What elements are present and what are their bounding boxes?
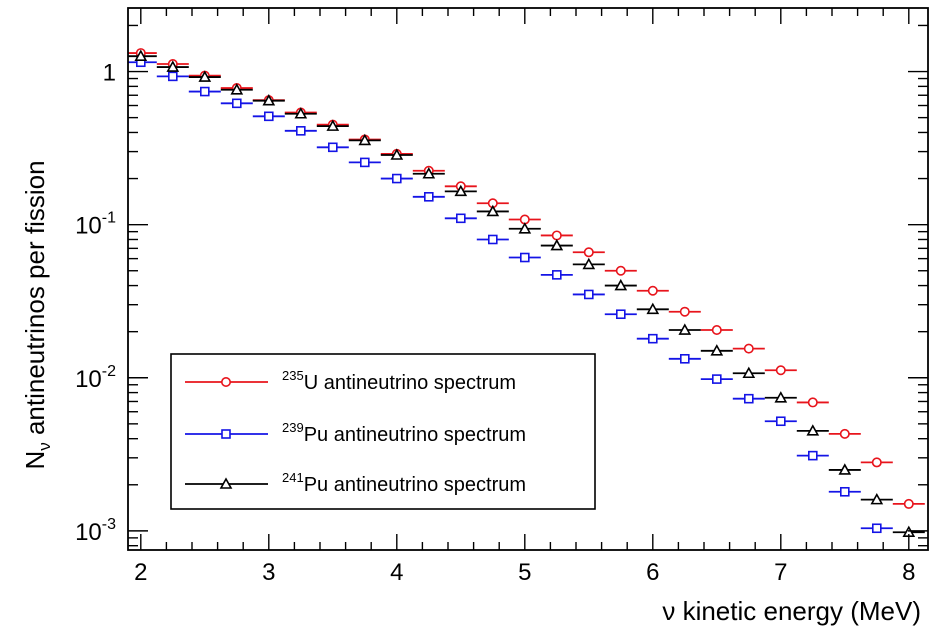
data-point — [742, 366, 756, 379]
legend: 235U antineutrino spectrum 239Pu antineu… — [170, 353, 596, 510]
legend-marker-circle — [221, 376, 232, 387]
legend-entry-235u: 235U antineutrino spectrum — [185, 368, 516, 394]
data-point — [294, 107, 308, 119]
data-point — [646, 302, 660, 315]
x-tick-label: 8 — [902, 559, 915, 586]
x-tick-label: 3 — [262, 559, 275, 586]
data-point — [775, 416, 786, 427]
data-point — [550, 238, 564, 251]
data-point — [487, 234, 498, 245]
axes-frame — [127, 7, 929, 551]
data-point — [774, 391, 788, 403]
data-point — [806, 424, 820, 436]
data-point — [710, 344, 724, 356]
data-point — [326, 119, 340, 131]
y-tick-label: 10-2 — [75, 363, 116, 393]
series-square — [128, 57, 893, 534]
data-point — [295, 126, 306, 136]
data-point — [390, 148, 404, 160]
data-point — [678, 323, 692, 335]
data-point — [583, 247, 594, 258]
data-point — [807, 450, 818, 461]
data-point — [230, 83, 244, 95]
data-point — [518, 222, 532, 234]
data-point — [711, 374, 722, 384]
data-point — [486, 204, 500, 217]
data-point — [359, 157, 370, 168]
data-point — [232, 98, 242, 109]
data-point — [519, 252, 530, 263]
y-tick-label: 10-3 — [75, 516, 116, 546]
y-tick-label: 1 — [103, 60, 116, 87]
legend-label-235u: 235U antineutrino spectrum — [282, 368, 516, 394]
legend-marker-triangle — [219, 477, 233, 489]
data-point — [839, 486, 850, 497]
data-point — [711, 325, 722, 336]
y-axis-title: Nν antineutrinos per fission — [20, 160, 54, 469]
data-point — [582, 257, 596, 270]
plot-area — [128, 48, 925, 538]
data-point — [551, 230, 562, 241]
legend-entry-239pu: 239Pu antineutrino spectrum — [185, 420, 526, 446]
data-point — [168, 71, 178, 82]
data-point — [743, 393, 754, 404]
data-point — [358, 133, 372, 146]
data-point — [679, 353, 690, 364]
x-tick-label: 4 — [390, 559, 403, 586]
x-tick-label: 7 — [774, 559, 787, 586]
x-axis-title: ν kinetic energy (MeV) — [662, 596, 921, 626]
data-point — [198, 70, 212, 82]
data-point — [455, 213, 466, 224]
data-point — [263, 111, 274, 122]
plot-frame — [127, 7, 929, 551]
legend-label-241pu: 241Pu antineutrino spectrum — [282, 470, 526, 496]
data-point — [423, 192, 434, 202]
data-point — [647, 285, 658, 296]
x-tick-label: 2 — [134, 559, 147, 586]
data-point — [839, 428, 850, 439]
data-point — [871, 457, 882, 468]
x-tick-label: 6 — [646, 559, 659, 586]
data-point — [807, 397, 818, 408]
data-point — [679, 306, 690, 317]
data-point — [871, 523, 882, 534]
data-point — [615, 265, 626, 276]
data-point — [870, 492, 884, 505]
data-point — [775, 365, 786, 376]
data-point — [615, 309, 626, 320]
legend-marker-square — [221, 429, 231, 439]
data-point — [200, 86, 210, 97]
data-point — [391, 173, 402, 184]
data-point — [454, 184, 468, 197]
data-point — [327, 142, 338, 153]
data-point — [422, 167, 436, 179]
data-point — [583, 289, 594, 300]
legend-entry-241pu: 241Pu antineutrino spectrum — [185, 470, 526, 496]
data-point — [166, 60, 180, 72]
data-point — [134, 49, 148, 61]
data-point — [614, 278, 628, 291]
data-point — [647, 333, 658, 344]
data-point — [551, 270, 562, 280]
series-triangle — [128, 49, 925, 538]
data-point — [262, 94, 276, 106]
data-point — [743, 343, 754, 354]
data-point — [838, 463, 852, 475]
y-tick-label: 10-1 — [75, 210, 116, 240]
x-tick-label: 5 — [518, 559, 531, 586]
data-point — [903, 498, 914, 509]
y-axis: 1 10-1 10-2 10-3 — [75, 24, 928, 547]
x-axis: 2 3 4 5 6 7 8 — [134, 8, 915, 586]
legend-label-239pu: 239Pu antineutrino spectrum — [282, 420, 526, 446]
